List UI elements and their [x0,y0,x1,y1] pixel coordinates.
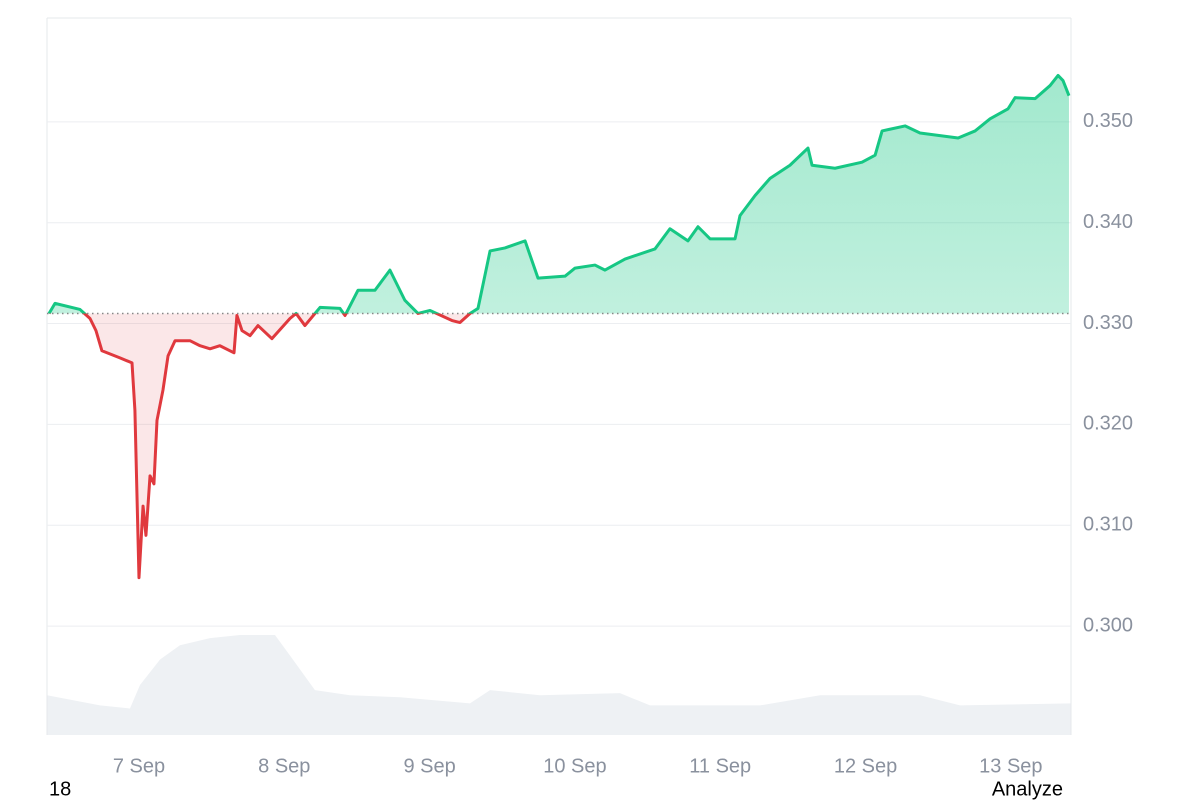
x-tick-label: 10 Sep [543,755,606,777]
area-down [49,313,1069,578]
y-tick-label: 0.300 [1083,614,1133,636]
y-tick-label: 0.340 [1083,211,1133,233]
y-tick-label: 0.320 [1083,413,1133,435]
x-tick-label: 7 Sep [113,755,165,777]
x-tick-label: 12 Sep [834,755,897,777]
x-tick-label: 8 Sep [258,755,310,777]
price-line-down [49,313,473,580]
x-tick-label: 13 Sep [979,755,1042,777]
y-tick-label: 0.310 [1083,514,1133,536]
volume-area [47,635,1071,735]
price-line-up [47,73,1071,314]
y-tick-label: 0.350 [1083,110,1133,132]
x-tick-label: 11 Sep [689,755,751,777]
footer-right[interactable]: Analyze [992,778,1063,800]
x-tick-label: 9 Sep [403,755,455,777]
footer-left: 18 [49,778,71,800]
area-up [49,75,1069,314]
y-tick-label: 0.330 [1083,312,1133,334]
